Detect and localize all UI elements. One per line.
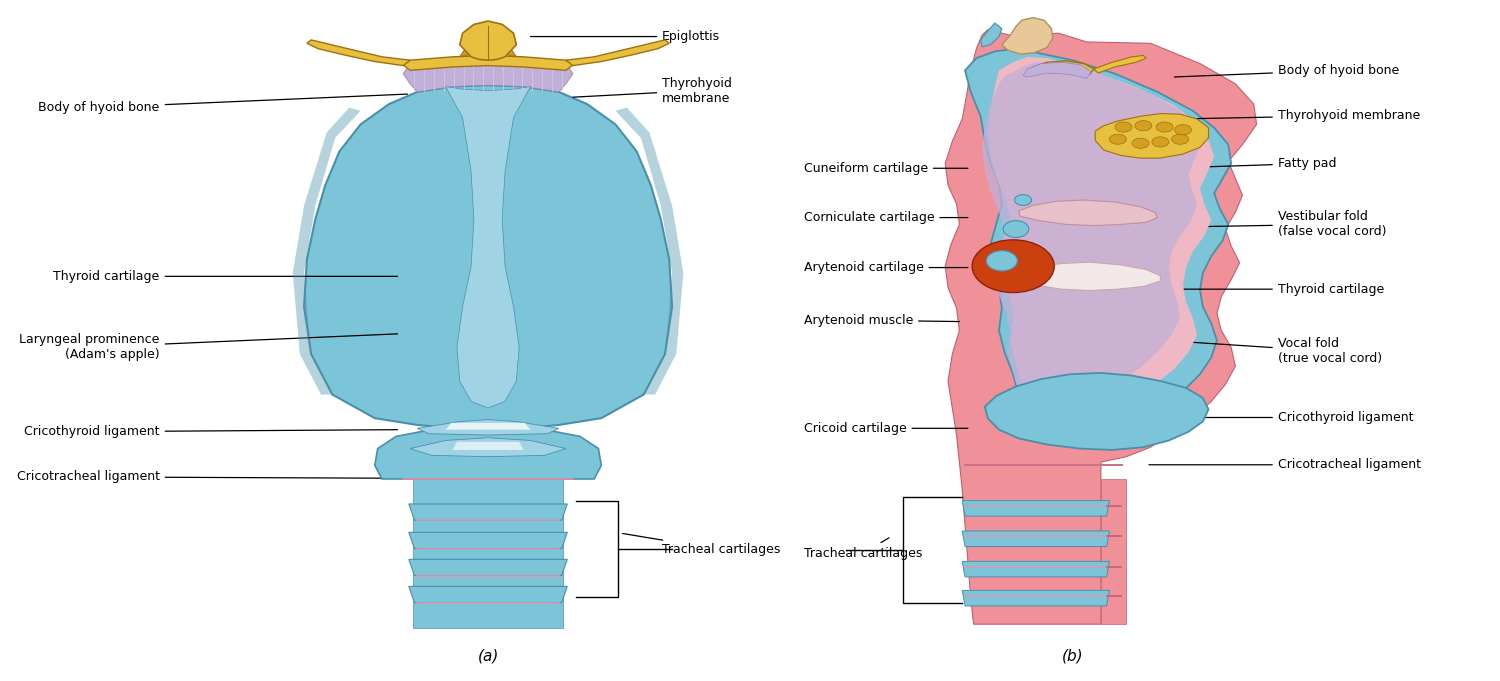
Polygon shape: [1094, 55, 1146, 73]
Text: Cricothyroid ligament: Cricothyroid ligament: [24, 425, 398, 438]
Text: Laryngeal prominence
(Adam's apple): Laryngeal prominence (Adam's apple): [20, 333, 398, 361]
Text: (b): (b): [1062, 648, 1083, 663]
Ellipse shape: [1174, 125, 1191, 135]
Text: Cricotracheal ligament: Cricotracheal ligament: [1149, 458, 1420, 471]
Polygon shape: [982, 62, 1203, 408]
Polygon shape: [962, 501, 1110, 516]
Polygon shape: [413, 479, 562, 628]
Polygon shape: [615, 108, 684, 394]
Ellipse shape: [1004, 221, 1029, 238]
Text: Body of hyoid bone: Body of hyoid bone: [1174, 64, 1400, 77]
Polygon shape: [1023, 62, 1090, 78]
Polygon shape: [410, 438, 566, 457]
Polygon shape: [417, 419, 560, 435]
Ellipse shape: [1136, 121, 1152, 131]
Polygon shape: [1095, 114, 1209, 158]
Polygon shape: [453, 442, 524, 450]
Ellipse shape: [1014, 195, 1032, 206]
Polygon shape: [962, 561, 1110, 577]
Text: Thyrohyoid
membrane: Thyrohyoid membrane: [573, 76, 732, 105]
Polygon shape: [964, 49, 1232, 437]
Text: Epiglottis: Epiglottis: [531, 30, 720, 43]
Polygon shape: [404, 57, 573, 92]
Polygon shape: [962, 531, 1110, 547]
Polygon shape: [410, 504, 567, 520]
Polygon shape: [987, 57, 1214, 415]
Polygon shape: [446, 86, 531, 408]
Ellipse shape: [1132, 138, 1149, 148]
Text: Arytenoid cartilage: Arytenoid cartilage: [804, 261, 968, 274]
Polygon shape: [1019, 200, 1158, 225]
Polygon shape: [375, 427, 602, 479]
Polygon shape: [292, 108, 360, 394]
Text: Vestibular fold
(false vocal cord): Vestibular fold (false vocal cord): [1179, 210, 1386, 238]
Polygon shape: [1002, 18, 1053, 54]
Polygon shape: [1028, 61, 1094, 74]
Polygon shape: [566, 40, 669, 65]
Text: Thyroid cartilage: Thyroid cartilage: [54, 270, 398, 283]
Ellipse shape: [1156, 122, 1173, 132]
Text: Vocal fold
(true vocal cord): Vocal fold (true vocal cord): [1167, 337, 1382, 365]
Text: Cricothyroid ligament: Cricothyroid ligament: [1158, 411, 1413, 424]
Text: (a): (a): [477, 648, 498, 663]
Ellipse shape: [972, 240, 1054, 293]
Ellipse shape: [1152, 137, 1168, 147]
Polygon shape: [1101, 479, 1126, 624]
Text: Tracheal cartilages: Tracheal cartilages: [622, 533, 780, 556]
Polygon shape: [459, 42, 484, 57]
Ellipse shape: [987, 251, 1017, 271]
Polygon shape: [410, 559, 567, 575]
Text: Corniculate cartilage: Corniculate cartilage: [804, 211, 968, 224]
Polygon shape: [410, 533, 567, 548]
Text: Fatty pad: Fatty pad: [1186, 157, 1336, 170]
Ellipse shape: [1110, 134, 1126, 144]
Text: Cuneiform cartilage: Cuneiform cartilage: [804, 162, 968, 175]
Polygon shape: [1023, 262, 1161, 291]
Text: Cricoid cartilage: Cricoid cartilage: [804, 422, 968, 434]
Text: Arytenoid muscle: Arytenoid muscle: [804, 314, 960, 327]
Text: Thyrohyoid membrane: Thyrohyoid membrane: [1182, 109, 1420, 122]
Polygon shape: [308, 40, 410, 65]
Polygon shape: [981, 23, 1002, 47]
Polygon shape: [945, 30, 1257, 624]
Ellipse shape: [1172, 134, 1188, 144]
Polygon shape: [459, 21, 516, 60]
Polygon shape: [986, 373, 1209, 450]
Text: Tracheal cartilages: Tracheal cartilages: [804, 538, 922, 560]
Polygon shape: [492, 42, 516, 57]
Polygon shape: [446, 423, 531, 430]
Polygon shape: [962, 590, 1110, 606]
Text: Body of hyoid bone: Body of hyoid bone: [39, 94, 408, 114]
Text: Thyroid cartilage: Thyroid cartilage: [1174, 283, 1384, 296]
Polygon shape: [304, 85, 672, 430]
Polygon shape: [404, 55, 573, 70]
Text: Cricotracheal ligament: Cricotracheal ligament: [16, 471, 405, 484]
Polygon shape: [410, 586, 567, 603]
Ellipse shape: [1114, 122, 1132, 132]
